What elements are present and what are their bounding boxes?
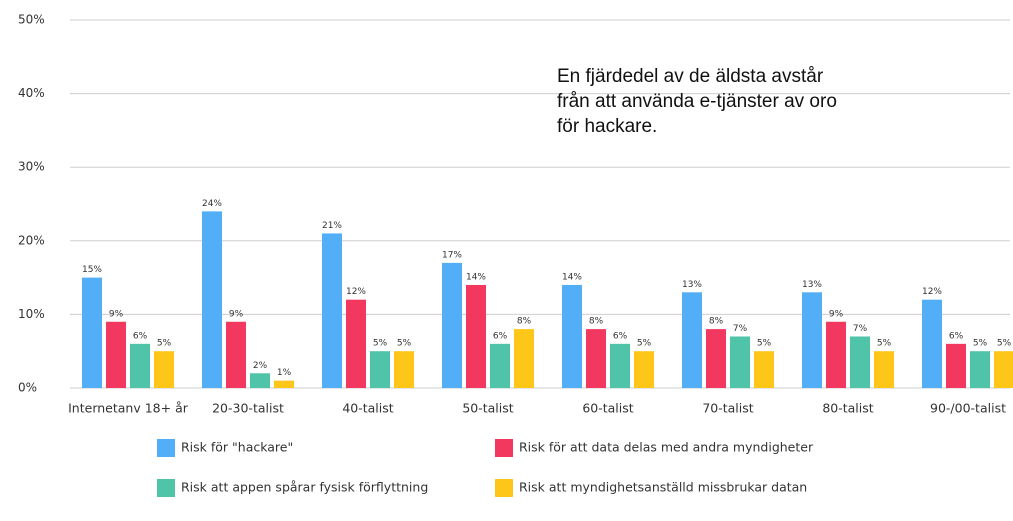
data-label: 6% <box>613 331 628 341</box>
data-label: 7% <box>853 324 868 334</box>
bar <box>994 351 1013 388</box>
data-label: 5% <box>373 339 388 349</box>
data-label: 14% <box>466 272 486 282</box>
data-label: 9% <box>109 309 124 319</box>
bar <box>394 351 414 388</box>
bar <box>946 343 966 388</box>
legend-label: Risk att myndighetsanställd missbrukar d… <box>519 480 807 495</box>
data-label: 9% <box>229 309 244 319</box>
data-label: 6% <box>493 331 508 341</box>
bar <box>370 351 390 388</box>
annotation: En fjärdedel av de äldsta avstår från at… <box>557 66 837 137</box>
data-label: 5% <box>637 339 652 349</box>
data-label: 2% <box>253 361 268 371</box>
bar <box>634 351 654 388</box>
data-label: 17% <box>442 250 462 260</box>
data-label: 8% <box>517 317 532 327</box>
data-label: 14% <box>562 272 582 282</box>
bar <box>874 351 894 388</box>
bar <box>514 329 534 388</box>
bar <box>250 373 270 388</box>
bar <box>490 343 510 388</box>
legend-swatch <box>495 439 513 457</box>
legend-label: Risk att appen spårar fysisk förflyttnin… <box>181 480 428 495</box>
legend-label: Risk för "hackare" <box>181 440 293 455</box>
data-label: 5% <box>997 339 1012 349</box>
bar <box>442 262 462 388</box>
data-label: 15% <box>82 265 102 275</box>
data-label: 12% <box>346 287 366 297</box>
data-label: 6% <box>949 331 964 341</box>
bar <box>106 321 126 388</box>
bar <box>754 351 774 388</box>
data-label: 21% <box>322 221 342 231</box>
bar <box>346 299 366 388</box>
bar <box>826 321 846 388</box>
data-label: 24% <box>202 199 222 209</box>
y-tick-label: 30% <box>18 160 45 174</box>
bar <box>202 211 222 388</box>
x-tick-label: 50-talist <box>462 401 513 416</box>
y-tick-label: 20% <box>18 233 45 247</box>
data-label: 9% <box>829 309 844 319</box>
data-label: 7% <box>733 324 748 334</box>
bar <box>226 321 246 388</box>
x-tick-label: 80-talist <box>822 401 873 416</box>
data-label: 5% <box>157 339 172 349</box>
bar <box>154 351 174 388</box>
y-tick-label: 10% <box>18 307 45 321</box>
data-label: 12% <box>922 287 942 297</box>
data-label: 5% <box>757 339 772 349</box>
bar <box>586 329 606 388</box>
data-label: 5% <box>973 339 988 349</box>
bar <box>850 336 870 388</box>
bar <box>466 284 486 388</box>
data-label: 5% <box>397 339 412 349</box>
bar <box>562 284 582 388</box>
bar <box>682 292 702 388</box>
x-tick-label: 60-talist <box>582 401 633 416</box>
legend-swatch <box>157 479 175 497</box>
bar <box>730 336 750 388</box>
bar <box>322 233 342 388</box>
bar <box>130 343 150 388</box>
x-tick-label: 70-talist <box>702 401 753 416</box>
y-tick-label: 50% <box>18 13 45 27</box>
data-label: 5% <box>877 339 892 349</box>
bar <box>970 351 990 388</box>
y-tick-label: 40% <box>18 86 45 100</box>
data-label: 1% <box>277 368 292 378</box>
legend-swatch <box>157 439 175 457</box>
bar <box>274 380 294 388</box>
bar <box>610 343 630 388</box>
data-label: 8% <box>709 317 724 327</box>
bar <box>706 329 726 388</box>
bar <box>802 292 822 388</box>
data-label: 13% <box>682 280 702 290</box>
x-tick-label: 20-30-talist <box>212 401 284 416</box>
y-tick-label: 0% <box>18 381 37 395</box>
bar <box>922 299 942 388</box>
x-tick-label: 90-/00-talist <box>930 401 1006 416</box>
legend-swatch <box>495 479 513 497</box>
x-tick-label: Internetanv 18+ år <box>68 401 189 416</box>
x-tick-label: 40-talist <box>342 401 393 416</box>
data-label: 13% <box>802 280 822 290</box>
data-label: 6% <box>133 331 148 341</box>
legend-label: Risk för att data delas med andra myndig… <box>519 440 814 455</box>
bar <box>82 277 102 388</box>
data-label: 8% <box>589 317 604 327</box>
